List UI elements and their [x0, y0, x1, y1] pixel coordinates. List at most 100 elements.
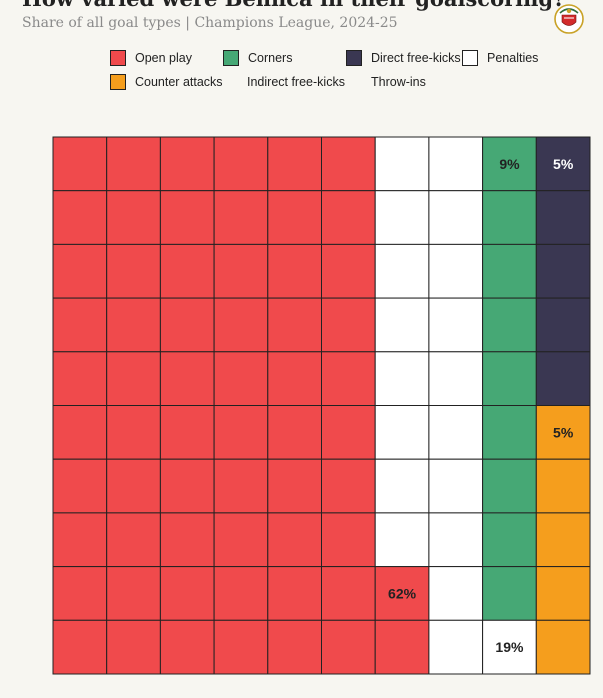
waffle-cell-open-play	[106, 619, 161, 675]
waffle-cell-open-play	[159, 351, 215, 406]
waffle-cell-penalties	[428, 458, 484, 514]
waffle-cell-open-play	[267, 243, 322, 299]
waffle-cell-open-play	[321, 297, 376, 353]
waffle-cell-penalties	[428, 566, 484, 621]
waffle-cell-penalties	[374, 458, 430, 514]
legend-label-indirect-free-kicks: Indirect free-kicks	[247, 75, 345, 89]
waffle-cell-open-play	[321, 458, 376, 514]
waffle-cell-open-play	[267, 566, 322, 621]
waffle-cell-open-play	[159, 136, 215, 192]
waffle-cell-open-play	[159, 190, 215, 245]
waffle-cell-open-play	[159, 619, 215, 675]
waffle-cell-open-play	[267, 405, 322, 460]
waffle-cell-corners	[482, 243, 537, 299]
waffle-cell-direct-free-kicks	[535, 136, 591, 192]
waffle-cell-corners	[482, 566, 537, 621]
waffle-cell-open-play	[374, 619, 430, 675]
waffle-cell-open-play	[213, 190, 269, 245]
waffle-cell-open-play	[106, 190, 161, 245]
waffle-cell-open-play	[52, 566, 108, 621]
legend-item-throw-ins: Throw-ins	[371, 73, 426, 91]
waffle-cell-counter-attacks	[535, 512, 591, 568]
waffle-cell-penalties	[374, 297, 430, 353]
waffle-cell-direct-free-kicks	[535, 351, 591, 406]
waffle-cell-direct-free-kicks	[535, 190, 591, 245]
data-label-corners: 9%	[499, 156, 520, 172]
waffle-cell-penalties	[374, 243, 430, 299]
legend-label-direct-free-kicks: Direct free-kicks	[371, 51, 461, 65]
waffle-cell-corners	[482, 190, 537, 245]
waffle-cell-penalties	[374, 136, 430, 192]
waffle-cell-open-play	[213, 297, 269, 353]
legend-item-corners: Corners	[223, 49, 292, 67]
waffle-cell-open-play	[52, 351, 108, 406]
waffle-cell-open-play	[374, 566, 430, 621]
waffle-cell-open-play	[321, 512, 376, 568]
waffle-cell-open-play	[52, 512, 108, 568]
waffle-cell-open-play	[106, 566, 161, 621]
waffle-cell-counter-attacks	[535, 458, 591, 514]
legend-swatch-open-play	[110, 50, 126, 66]
waffle-cell-counter-attacks	[535, 405, 591, 460]
waffle-cell-open-play	[213, 243, 269, 299]
waffle-cell-open-play	[267, 190, 322, 245]
legend-label-throw-ins: Throw-ins	[371, 75, 426, 89]
waffle-cell-corners	[482, 512, 537, 568]
waffle-cell-penalties	[374, 351, 430, 406]
legend-swatch-corners	[223, 50, 239, 66]
waffle-cell-open-play	[213, 351, 269, 406]
waffle-cell-open-play	[159, 297, 215, 353]
legend-swatch-direct-free-kicks	[346, 50, 362, 66]
waffle-cell-open-play	[213, 136, 269, 192]
waffle-cell-open-play	[106, 243, 161, 299]
benfica-crest-icon	[554, 4, 584, 34]
waffle-cell-open-play	[267, 297, 322, 353]
waffle-cell-direct-free-kicks	[535, 243, 591, 299]
waffle-cell-penalties	[374, 405, 430, 460]
waffle-cell-penalties	[428, 512, 484, 568]
waffle-cell-counter-attacks	[535, 619, 591, 675]
waffle-cell-open-play	[159, 243, 215, 299]
waffle-cell-penalties	[428, 351, 484, 406]
waffle-cell-penalties	[428, 190, 484, 245]
waffle-cell-penalties	[428, 405, 484, 460]
waffle-cell-open-play	[321, 351, 376, 406]
legend-item-penalties: Penalties	[462, 49, 538, 67]
waffle-cell-open-play	[106, 405, 161, 460]
waffle-cell-penalties	[428, 243, 484, 299]
waffle-cell-open-play	[213, 619, 269, 675]
waffle-cell-open-play	[321, 243, 376, 299]
data-label-open-play: 62%	[388, 585, 417, 601]
waffle-cell-open-play	[52, 458, 108, 514]
waffle-cell-corners	[482, 297, 537, 353]
data-label-direct-free-kicks: 5%	[553, 156, 574, 172]
waffle-cell-open-play	[213, 566, 269, 621]
waffle-cell-open-play	[321, 566, 376, 621]
waffle-cell-open-play	[106, 351, 161, 406]
waffle-cell-penalties	[374, 190, 430, 245]
waffle-cell-open-play	[52, 405, 108, 460]
waffle-cell-penalties	[428, 297, 484, 353]
legend-label-corners: Corners	[248, 51, 293, 65]
waffle-cell-open-play	[321, 190, 376, 245]
waffle-cell-corners	[482, 405, 537, 460]
waffle-cell-open-play	[321, 405, 376, 460]
waffle-cell-open-play	[321, 619, 376, 675]
waffle-cell-open-play	[106, 458, 161, 514]
legend-swatch-penalties	[462, 50, 478, 66]
legend-item-indirect-free-kicks: Indirect free-kicks	[247, 73, 345, 91]
waffle-cell-open-play	[213, 512, 269, 568]
waffle-cell-open-play	[267, 351, 322, 406]
waffle-cell-open-play	[106, 297, 161, 353]
waffle-cell-penalties	[374, 512, 430, 568]
legend-label-penalties: Penalties	[487, 51, 539, 65]
waffle-cell-penalties	[482, 619, 537, 675]
waffle-cell-open-play	[267, 619, 322, 675]
waffle-cell-open-play	[52, 243, 108, 299]
waffle-cell-open-play	[52, 190, 108, 245]
waffle-cell-open-play	[52, 136, 108, 192]
waffle-cell-open-play	[159, 566, 215, 621]
data-label-counter-attacks: 5%	[553, 424, 574, 440]
legend-item-counter-attacks: Counter attacks	[110, 73, 223, 91]
